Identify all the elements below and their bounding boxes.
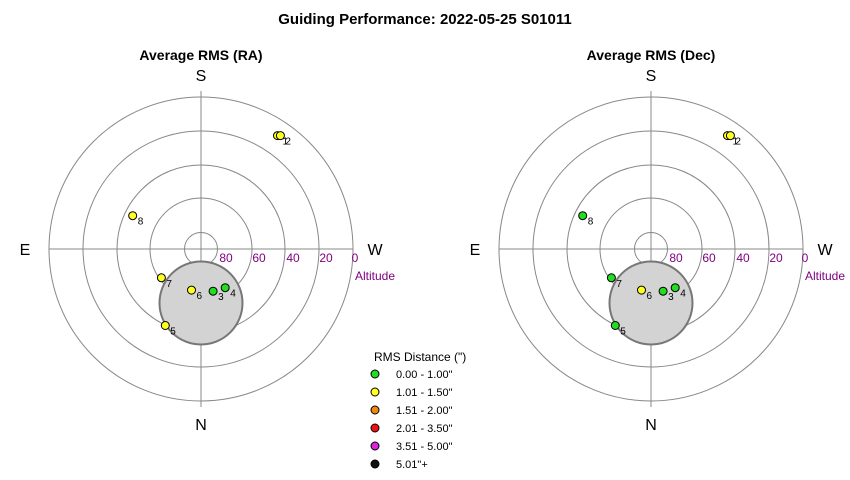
- chart-title: Average RMS (RA): [139, 47, 262, 63]
- data-point-label: 4: [680, 289, 686, 300]
- data-point: [220, 283, 230, 293]
- data-point-label: 6: [647, 291, 653, 302]
- data-point: [610, 321, 620, 330]
- data-point: [658, 286, 668, 296]
- compass-west-label: W: [367, 242, 383, 259]
- compass-east-label: E: [470, 242, 481, 259]
- data-point: [275, 131, 285, 141]
- obstruction-disk: [608, 260, 694, 346]
- legend: RMS Distance (") 0.00 - 1.00" 1.01 - 1.50"…: [370, 350, 466, 471]
- legend-swatch: [370, 441, 380, 451]
- altitude-tick-label: 20: [769, 251, 783, 265]
- obstruction-disk: [158, 260, 244, 346]
- data-point: [578, 211, 588, 221]
- altitude-tick-label: 20: [319, 251, 333, 265]
- data-point: [156, 273, 166, 283]
- compass-south-label: S: [646, 68, 657, 85]
- compass-north-label: N: [645, 417, 657, 434]
- data-point: [128, 211, 138, 221]
- altitude-tick-label: 0: [352, 251, 359, 265]
- data-point-label: 8: [138, 217, 144, 228]
- legend-item-label: 0.00 - 1.00": [396, 369, 453, 381]
- data-point-label: 6: [197, 291, 203, 302]
- data-point-label: 3: [668, 292, 674, 303]
- data-point: [670, 283, 680, 293]
- data-point-label: 1: [733, 137, 739, 148]
- data-point-label: 4: [230, 289, 236, 300]
- legend-item-label: 2.01 - 3.50": [396, 423, 453, 435]
- data-point: [187, 285, 196, 295]
- legend-item-label: 3.51 - 5.00": [396, 441, 453, 453]
- polar-chart-dec: Average RMS (Dec) S N E W 80 60 40 20 0 Altitude 12…: [470, 47, 846, 434]
- legend-swatch: [370, 405, 380, 415]
- altitude-axis-label: Altitude: [355, 269, 395, 283]
- data-point-label: 2: [735, 137, 741, 148]
- altitude-tick-label: 60: [702, 251, 716, 265]
- data-point-label: 2: [285, 137, 291, 148]
- compass-west-label: W: [817, 242, 833, 259]
- compass-north-label: N: [195, 417, 207, 434]
- figure-title: Guiding Performance: 2022-05-25 S01011: [278, 11, 571, 28]
- data-point-label: 7: [616, 279, 622, 290]
- data-point-label: 8: [588, 217, 594, 228]
- legend-item-label: 1.51 - 2.00": [396, 405, 453, 417]
- legend-title: RMS Distance ("): [374, 350, 466, 364]
- data-point: [725, 131, 735, 141]
- legend-item-label: 5.01"+: [396, 459, 428, 471]
- altitude-axis-label: Altitude: [805, 269, 845, 283]
- compass-south-label: S: [196, 68, 207, 85]
- chart-title: Average RMS (Dec): [587, 47, 716, 63]
- altitude-tick-label: 0: [802, 251, 809, 265]
- data-point: [606, 273, 616, 283]
- data-point-label: 1: [283, 137, 289, 148]
- legend-swatch: [370, 387, 380, 397]
- altitude-tick-label: 80: [219, 251, 233, 265]
- compass-east-label: E: [20, 242, 31, 259]
- data-point-label: 5: [170, 327, 176, 338]
- altitude-tick-label: 40: [286, 251, 300, 265]
- data-point-label: 3: [218, 292, 224, 303]
- legend-item-label: 1.01 - 1.50": [396, 387, 453, 399]
- altitude-tick-label: 60: [252, 251, 266, 265]
- data-point-label: 5: [620, 327, 626, 338]
- data-point: [637, 285, 646, 295]
- altitude-tick-label: 80: [669, 251, 683, 265]
- legend-swatch: [370, 459, 380, 469]
- legend-swatch: [370, 369, 380, 379]
- legend-swatch: [370, 423, 380, 433]
- data-point: [160, 321, 170, 330]
- altitude-tick-label: 40: [736, 251, 750, 265]
- data-point: [208, 286, 218, 296]
- polar-chart-ra: Average RMS (RA) S N E W 80 60 40 20 0 Altitude 12 3…: [20, 47, 396, 434]
- data-point-label: 7: [166, 279, 172, 290]
